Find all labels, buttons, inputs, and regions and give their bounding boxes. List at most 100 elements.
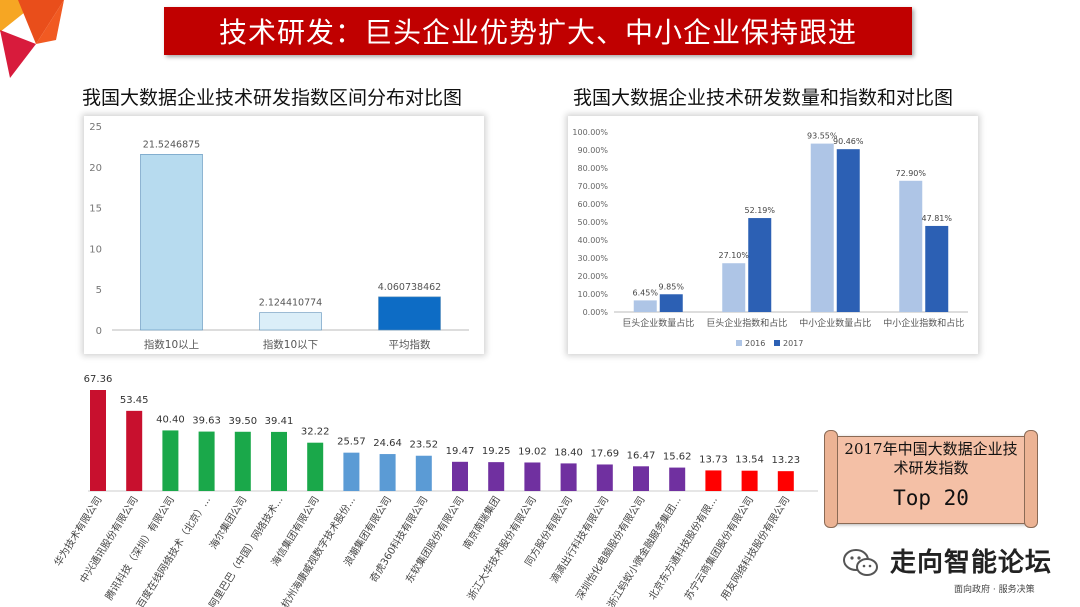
wechat-icon [843, 549, 878, 576]
data-label: 6.45% [633, 288, 659, 297]
y-tick-label: 20 [89, 163, 102, 174]
slide-title-banner: 技术研发：巨头企业优势扩大、中小企业保持跟进 [164, 7, 912, 55]
bar [415, 455, 432, 491]
x-tick-label: 深圳怡化电脑股份有限公司 [573, 494, 648, 603]
badge-line2: 术研发指数 [893, 459, 969, 477]
bar [777, 471, 794, 491]
y-tick-label: 90.00% [577, 146, 608, 155]
data-label: 17.69 [590, 448, 619, 459]
corner-decoration [0, 0, 64, 78]
bar-2016 [810, 143, 834, 312]
data-label: 47.81% [921, 214, 952, 223]
data-label: 13.54 [735, 455, 764, 466]
bar [669, 467, 686, 491]
badge-text: 2017年中国大数据企业技 术研发指数 [824, 440, 1038, 478]
x-tick-label: 苏宁云商集团股份有限公司 [682, 494, 757, 603]
data-label: 23.52 [409, 440, 438, 451]
bar [378, 296, 441, 331]
data-label: 72.90% [895, 169, 926, 178]
y-tick-label: 10 [89, 244, 102, 255]
y-tick-label: 50.00% [577, 218, 608, 227]
data-label: 16.47 [627, 450, 656, 461]
data-label: 13.23 [771, 455, 800, 466]
data-label: 93.55% [807, 132, 838, 141]
y-tick-label: 0.00% [583, 308, 609, 317]
data-label: 90.46% [833, 137, 864, 146]
watermark-sub: 面向政府 · 服务决策 [954, 585, 1035, 595]
data-label: 27.10% [718, 251, 749, 260]
data-label: 53.45 [120, 395, 149, 406]
top20-badge: 2017年中国大数据企业技 术研发指数 Top 20 [824, 428, 1038, 528]
bar [741, 470, 758, 491]
data-label: 39.41 [265, 416, 294, 427]
chart1-title: 我国大数据企业技术研发指数区间分布对比图 [82, 87, 463, 109]
x-tick-label: 平均指数 [389, 338, 431, 351]
y-tick-label: 100.00% [572, 128, 608, 137]
y-tick-label: 70.00% [577, 182, 608, 191]
y-tick-label: 60.00% [577, 200, 608, 209]
legend-label: 2016 [745, 339, 765, 348]
data-label: 32.22 [301, 427, 330, 438]
x-tick-label: 海尔集团公司 [207, 494, 250, 552]
x-tick-label: 腾讯科技（深圳）有限公司 [102, 494, 177, 603]
x-tick-label: 指数10以下 [263, 338, 318, 351]
watermark: 走向智能论坛 面向政府 · 服务决策 [842, 540, 1080, 607]
data-label: 19.47 [446, 446, 475, 457]
y-tick-label: 25 [89, 122, 102, 133]
bar-2017 [836, 149, 860, 312]
slide-title: 技术研发：巨头企业优势扩大、中小企业保持跟进 [218, 16, 857, 49]
bar [633, 466, 649, 491]
data-label: 19.02 [518, 446, 547, 457]
legend-swatch [774, 340, 780, 346]
y-tick-label: 30.00% [577, 254, 608, 263]
bar-2017 [659, 294, 683, 312]
bar-2016 [899, 180, 923, 312]
data-label: 25.57 [337, 437, 366, 448]
bar [307, 442, 324, 491]
bar-2016 [633, 300, 657, 312]
x-tick-label: 浙江大华技术股份有限公司 [464, 494, 539, 603]
data-label: 13.73 [699, 454, 728, 465]
legend-swatch [736, 340, 742, 346]
x-tick-label: 指数10以上 [144, 338, 199, 351]
x-tick-label: 南京南瑞集团 [460, 494, 503, 552]
badge-top20: Top 20 [893, 486, 969, 510]
y-tick-label: 80.00% [577, 164, 608, 173]
data-label: 21.5246875 [143, 139, 200, 150]
chart2-panel: 0.00% 10.00% 20.00% 30.00% 40.00% 50.00% 60.00… [568, 116, 978, 354]
bar [488, 462, 505, 491]
y-tick-label: 15 [89, 204, 102, 215]
chart1-svg: 0 5 10 15 20 25 21.5246875 指数10以上 2.124410774 指数1… [89, 122, 469, 351]
badge-paper [828, 436, 1030, 524]
bar [198, 431, 215, 491]
data-label: 24.64 [373, 438, 402, 449]
chart2-title: 我国大数据企业技术研发数量和指数和对比图 [573, 87, 954, 109]
x-tick-label: 巨头企业数量占比 [622, 317, 694, 329]
bar [560, 463, 577, 491]
bar [705, 470, 722, 491]
data-label: 39.50 [228, 416, 257, 427]
x-tick-label: 用友网络科技股份有限公司 [718, 494, 793, 603]
data-label: 2.124410774 [259, 298, 322, 309]
y-tick-label: 40.00% [577, 236, 608, 245]
data-label: 40.40 [156, 414, 185, 425]
bar [452, 461, 468, 491]
y-tick-label: 10.00% [577, 290, 608, 299]
chart2-svg: 0.00% 10.00% 20.00% 30.00% 40.00% 50.00% 60.00… [572, 128, 968, 348]
bar [379, 454, 396, 491]
bar-2017 [748, 218, 772, 312]
watermark-text: 走向智能论坛 [890, 548, 1053, 578]
bar [140, 154, 203, 331]
bar [596, 464, 613, 491]
data-label: 19.25 [482, 446, 511, 457]
data-label: 39.63 [192, 416, 221, 427]
data-label: 67.36 [84, 374, 113, 385]
data-label: 15.62 [663, 452, 692, 463]
bar [234, 431, 251, 491]
data-label: 9.85% [659, 282, 685, 291]
data-label: 18.40 [554, 447, 583, 458]
bar [524, 462, 541, 491]
bar [259, 312, 322, 331]
bar [126, 410, 143, 491]
bar [271, 431, 287, 491]
